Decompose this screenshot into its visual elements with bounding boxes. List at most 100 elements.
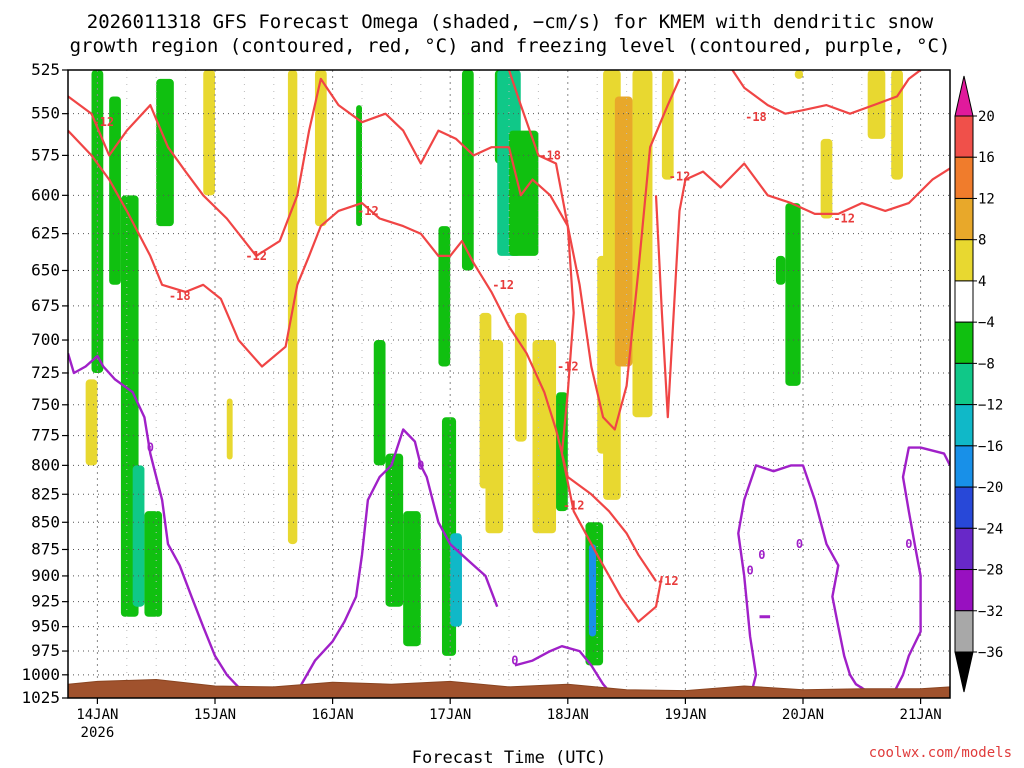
colorbar-label: −20 [978, 480, 1003, 496]
dgz-contour-line [731, 70, 922, 115]
omega-cell [438, 226, 451, 367]
x-tick-label: 17JAN [429, 707, 471, 723]
plot-area [68, 70, 950, 698]
x-tick-label: 16JAN [312, 707, 354, 723]
dendritic-growth-contours [68, 70, 950, 623]
omega-cell [356, 105, 362, 227]
omega-cell [132, 465, 145, 607]
freezing-contour-label: 0 [417, 458, 424, 472]
colorbar-label: 20 [978, 109, 995, 125]
colorbar-label: −28 [978, 563, 1003, 579]
colorbar-segment [954, 486, 974, 529]
omega-cell [485, 340, 504, 534]
dgz-contour-label: -12 [563, 499, 585, 513]
dgz-contour-line [68, 129, 657, 582]
x-axis-ticks: 14JAN 15JAN 16JAN 17JAN 18JAN 19JAN 20JAN 21JAN… [76, 698, 942, 741]
colorbar-label: −36 [978, 645, 1003, 661]
colorbar-label: −8 [978, 356, 995, 372]
omega-cell [461, 70, 474, 271]
y-tick-label: 575 [31, 145, 60, 164]
y-tick-label: 1000 [21, 665, 60, 684]
omega-cell [450, 533, 462, 627]
chart-title-line1: 2026011318 GFS Forecast Omega (shaded, −… [87, 11, 934, 33]
colorbar-top-arrow [954, 75, 974, 117]
y-tick-label: 525 [31, 60, 60, 79]
y-tick-label: 900 [31, 566, 60, 585]
y-tick-label: 550 [31, 104, 60, 123]
x-tick-label: 20JAN [782, 707, 824, 723]
colorbar-segment [954, 115, 974, 158]
omega-cell [373, 340, 386, 466]
dgz-contour-label: -12 [492, 278, 514, 292]
colorbar-segment [954, 569, 974, 612]
y-tick-label: 850 [31, 512, 60, 531]
omega-cell [632, 70, 653, 418]
colorbar-label: 8 [978, 233, 986, 249]
freezing-contour-line [514, 645, 616, 698]
dgz-contour-line [654, 162, 950, 419]
omega-cell [588, 544, 597, 637]
credit-text: coolwx.com/models [869, 745, 1012, 761]
freezing-contour-line [890, 446, 950, 698]
x-tick-label: 21JAN [900, 707, 942, 723]
colorbar-label: −32 [978, 604, 1003, 620]
freezing-contour-line [296, 428, 499, 693]
y-tick-label: 950 [31, 617, 60, 636]
colorbar-segment [954, 445, 974, 488]
x-year-label: 2026 [81, 725, 115, 741]
y-tick-label: 675 [31, 296, 60, 315]
y-tick-label: 1025 [21, 688, 60, 707]
dgz-contour-label: -18 [539, 148, 561, 162]
x-tick-label: 14JAN [76, 707, 118, 723]
omega-cell [314, 70, 327, 227]
contour-labels: -12-12-18-12-12-18-12-12-12-12-18-120000… [92, 110, 912, 668]
x-tick-label: 18JAN [547, 707, 589, 723]
colorbar-segment [954, 156, 974, 199]
terrain-surface [68, 678, 950, 698]
freezing-contour-label: 0 [511, 654, 518, 668]
freezing-contour-label: 0 [905, 537, 912, 551]
plot-frame [67, 69, 951, 699]
colorbar-bottom-arrow [954, 651, 974, 693]
dgz-contour-label: -12 [357, 204, 379, 218]
omega-cell [785, 203, 801, 386]
freezing-contour-label: 0 [746, 564, 753, 578]
freezing-contour-label: 0 [758, 548, 765, 562]
omega-cell [514, 312, 527, 442]
colorbar-segment [954, 362, 974, 406]
colorbar-label: −24 [978, 521, 1003, 537]
y-tick-label: 750 [31, 395, 60, 414]
dgz-contour-line [68, 77, 681, 431]
y-tick-label: 825 [31, 484, 60, 503]
colorbar-label: 12 [978, 191, 995, 207]
omega-cell [661, 70, 674, 180]
y-tick-label: 925 [31, 592, 60, 611]
colorbar-segment [954, 404, 974, 447]
colorbar-segment [954, 280, 974, 323]
dgz-contour-label: -12 [657, 574, 679, 588]
terrain-fill [68, 678, 950, 698]
y-tick-label: 975 [31, 641, 60, 660]
omega-cell [226, 398, 233, 460]
dgz-contour-label: -12 [669, 169, 691, 183]
colorbar: 20 16 12 8 4 −4 −8 −12 −16 −20 −24 −28 −32 −36 [954, 75, 1003, 693]
omega-cell [385, 453, 404, 607]
omega-cell [85, 379, 98, 466]
y-tick-label: 875 [31, 539, 60, 558]
omega-cell [203, 70, 215, 196]
colorbar-label: −16 [978, 439, 1003, 455]
freezing-contour-label: 0 [796, 537, 803, 551]
omega-cell [794, 70, 803, 79]
colorbar-segment [954, 610, 974, 653]
y-tick-label: 600 [31, 185, 60, 204]
colorbar-label: −4 [978, 315, 995, 331]
colorbar-segment [954, 239, 974, 282]
dgz-contour-label: -12 [833, 212, 855, 226]
x-axis-label: Forecast Time (UTC) [412, 748, 606, 768]
colorbar-label: 16 [978, 150, 995, 166]
y-tick-label: 725 [31, 363, 60, 382]
y-tick-label: 625 [31, 224, 60, 243]
omega-cell [144, 511, 163, 617]
dgz-contour-label: -18 [745, 110, 767, 124]
freezing-contour-label: 0 [147, 441, 154, 455]
